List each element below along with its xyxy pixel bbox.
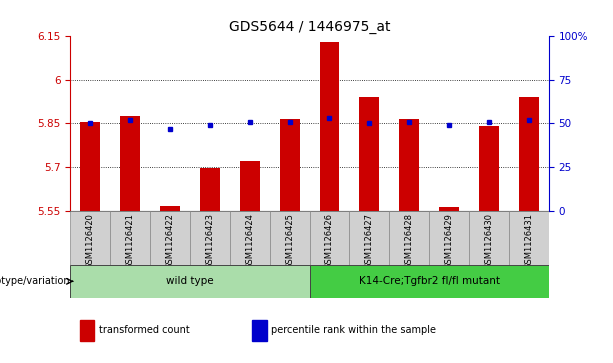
Text: GSM1126426: GSM1126426 [325, 213, 334, 269]
Text: K14-Cre;Tgfbr2 fl/fl mutant: K14-Cre;Tgfbr2 fl/fl mutant [359, 276, 500, 286]
Bar [160, 206, 180, 211]
Text: transformed count: transformed count [99, 325, 190, 335]
Text: GSM1126427: GSM1126427 [365, 213, 374, 269]
Text: GSM1126423: GSM1126423 [205, 213, 215, 269]
Bar [359, 97, 379, 211]
Text: GSM1126428: GSM1126428 [405, 213, 414, 269]
Text: GSM1126431: GSM1126431 [524, 213, 533, 269]
Bar [252, 320, 267, 341]
Text: GSM1126429: GSM1126429 [444, 213, 454, 269]
Bar [509, 211, 549, 265]
Bar [240, 161, 260, 211]
Bar [70, 265, 310, 298]
Bar [80, 122, 101, 211]
Bar [439, 207, 459, 211]
Bar [80, 320, 94, 341]
Bar [150, 211, 190, 265]
Bar [389, 211, 429, 265]
Bar [110, 211, 150, 265]
Bar [70, 211, 110, 265]
Bar [310, 265, 549, 298]
Text: GSM1126421: GSM1126421 [126, 213, 135, 269]
Text: GSM1126425: GSM1126425 [285, 213, 294, 269]
Text: percentile rank within the sample: percentile rank within the sample [272, 325, 436, 335]
Title: GDS5644 / 1446975_at: GDS5644 / 1446975_at [229, 20, 390, 34]
Bar [230, 211, 270, 265]
Bar [190, 211, 230, 265]
Text: genotype/variation: genotype/variation [0, 276, 70, 286]
Text: GSM1126430: GSM1126430 [484, 213, 493, 269]
Bar [200, 168, 220, 211]
Text: GSM1126420: GSM1126420 [86, 213, 95, 269]
Text: GSM1126424: GSM1126424 [245, 213, 254, 269]
Bar [519, 97, 539, 211]
Bar [349, 211, 389, 265]
Bar [120, 116, 140, 211]
Bar [399, 119, 419, 211]
Bar [429, 211, 469, 265]
Bar [469, 211, 509, 265]
Bar [319, 42, 340, 211]
Bar [270, 211, 310, 265]
Text: GSM1126422: GSM1126422 [166, 213, 175, 269]
Bar [479, 126, 499, 211]
Text: wild type: wild type [166, 276, 214, 286]
Bar [280, 119, 300, 211]
Bar [310, 211, 349, 265]
